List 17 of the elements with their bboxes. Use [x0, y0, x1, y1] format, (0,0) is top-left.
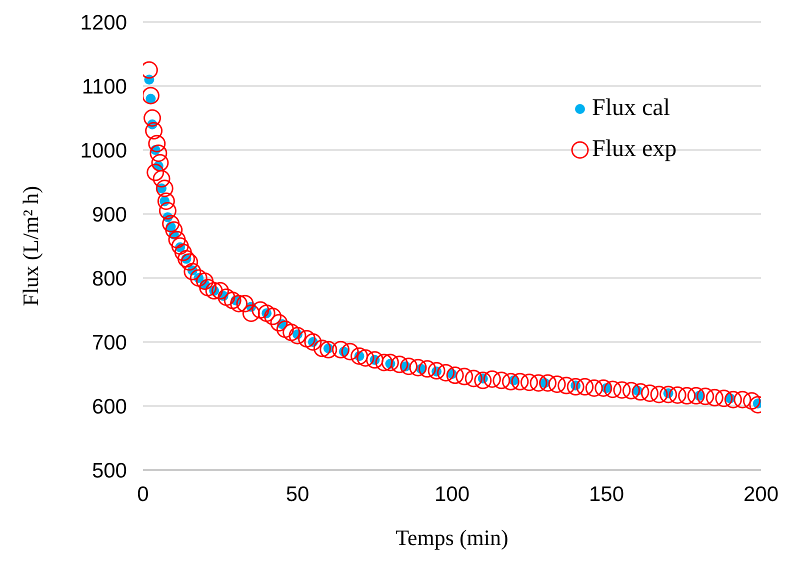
y-tick-label: 500	[92, 459, 127, 482]
y-axis-title: Flux (L/m² h)	[18, 186, 43, 306]
legend-label: Flux exp	[592, 136, 677, 163]
y-tick-label: 1000	[80, 139, 127, 162]
y-tick-label: 800	[92, 267, 127, 290]
x-tick-label: 200	[743, 482, 779, 506]
x-tick-label: 100	[434, 482, 470, 506]
y-tick-label: 1200	[80, 11, 127, 34]
x-tick-label: 0	[137, 482, 149, 506]
x-axis-title: Temps (min)	[396, 525, 508, 550]
y-tick-label: 600	[92, 395, 127, 418]
y-tick-label: 700	[92, 331, 127, 354]
legend-label: Flux cal	[592, 95, 670, 122]
x-tick-label: 150	[588, 482, 624, 506]
x-tick-label: 50	[286, 482, 310, 506]
y-tick-label: 900	[92, 203, 127, 226]
y-tick-label: 1100	[82, 75, 127, 98]
